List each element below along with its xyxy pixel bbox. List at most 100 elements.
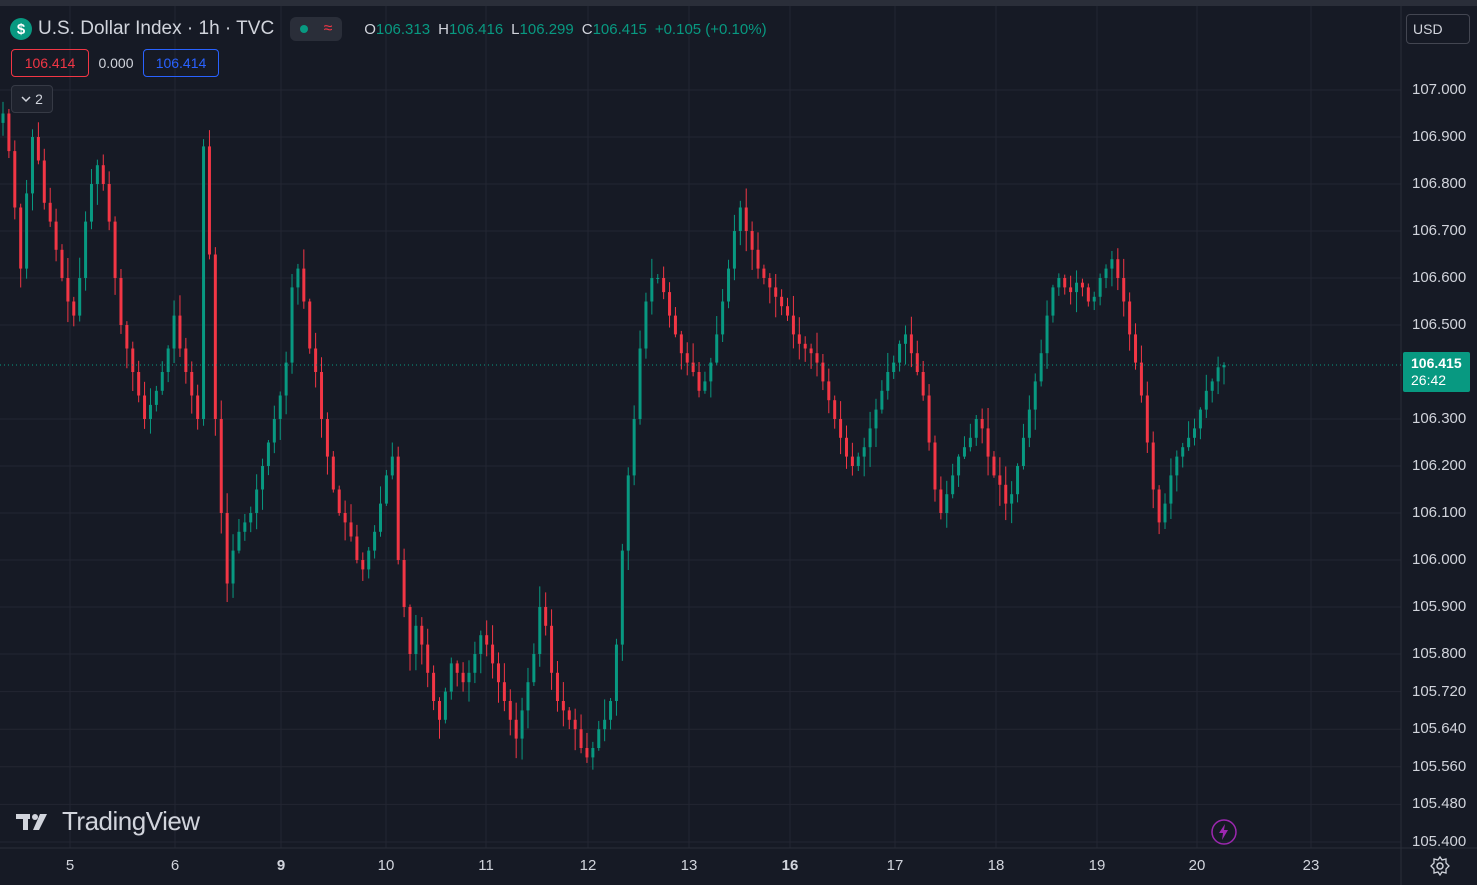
candle-body — [1039, 353, 1043, 382]
market-status-pill[interactable]: ≈ — [290, 17, 343, 41]
candle-body — [119, 278, 123, 325]
candle-body — [880, 390, 884, 410]
candle-body — [774, 287, 778, 297]
candle-body — [461, 672, 465, 683]
candle-body — [343, 513, 347, 523]
candle-body — [815, 353, 819, 363]
candle-body — [797, 334, 801, 344]
time-tick-6: 6 — [170, 857, 180, 874]
lightning-icon[interactable] — [1210, 818, 1238, 846]
candle-body — [1033, 381, 1037, 410]
price-tick-16: 105.480 — [1412, 795, 1467, 813]
candle-body — [892, 362, 896, 372]
dollar-icon: $ — [10, 18, 32, 40]
candle-body — [526, 682, 530, 711]
candle-body — [939, 489, 943, 513]
candle-body — [850, 456, 854, 466]
candle-body — [402, 560, 406, 607]
candle-body — [921, 372, 925, 396]
symbol-title[interactable]: U.S. Dollar Index · 1h · TVC — [38, 18, 275, 39]
indicators-count: 2 — [35, 91, 43, 107]
candle-body — [738, 207, 742, 231]
gear-icon[interactable] — [1429, 855, 1451, 877]
candle-body — [514, 719, 518, 739]
candle-body — [95, 165, 99, 184]
candle-body — [437, 701, 441, 720]
candle-body — [255, 489, 259, 513]
candle-body — [36, 137, 40, 161]
candle-body — [791, 315, 795, 335]
candle-body — [172, 315, 176, 349]
time-tick-5: 5 — [65, 857, 75, 874]
indicators-toggle-button[interactable]: 2 — [11, 85, 53, 113]
low-value: 106.299 — [519, 20, 574, 38]
candle-body — [644, 301, 648, 349]
candle-body — [449, 663, 453, 692]
candle-body — [125, 325, 129, 349]
price-tick-0: 107.000 — [1412, 81, 1467, 98]
candle-body — [715, 334, 719, 363]
candle-body — [532, 654, 536, 683]
candle-body — [585, 748, 589, 758]
candle-body — [154, 390, 158, 405]
candle-body — [467, 672, 471, 683]
candle-body — [337, 489, 341, 513]
candle-body — [573, 719, 577, 730]
buy-button[interactable]: 106.414 — [143, 49, 219, 77]
price-tick-3: 106.700 — [1412, 222, 1467, 239]
candle-body — [945, 494, 949, 513]
candle-body — [320, 372, 324, 419]
candle-body — [597, 729, 601, 748]
candle-body — [1139, 362, 1143, 396]
candle-body — [479, 635, 483, 654]
candle-body — [1198, 409, 1202, 429]
candle-body — [361, 560, 365, 570]
candle-body — [178, 315, 182, 349]
candle-body — [721, 301, 725, 335]
time-tick-16: 16 — [781, 857, 799, 874]
time-tick-18: 18 — [987, 857, 1005, 874]
currency-selector[interactable]: USD — [1406, 14, 1470, 44]
candle-body — [331, 456, 335, 490]
candle-body — [426, 644, 430, 673]
candle-body — [30, 137, 34, 194]
candle-body — [1021, 437, 1025, 466]
candle-body — [78, 278, 82, 316]
candle-body — [1045, 315, 1049, 354]
candle-body — [414, 625, 418, 654]
candle-body — [25, 193, 29, 269]
candle-body — [974, 419, 978, 438]
quote-row: 106.414 0.000 106.414 — [11, 49, 219, 77]
candle-body — [803, 343, 807, 349]
candle-body — [786, 306, 790, 316]
candle-body — [302, 268, 306, 302]
price-tick-12: 105.800 — [1412, 645, 1467, 662]
candle-body — [520, 710, 524, 739]
open-value: 106.313 — [375, 20, 431, 38]
candle-body — [662, 278, 666, 293]
candle-body — [874, 409, 878, 429]
last-price-badge: 106.415 26:42 — [1403, 352, 1470, 392]
candle-body — [609, 701, 613, 720]
candle-body — [1204, 390, 1208, 410]
candle-body — [550, 625, 554, 673]
candle-body — [42, 160, 46, 203]
candle-body — [750, 231, 754, 250]
candle-body — [72, 301, 76, 316]
candle-body — [384, 475, 388, 504]
chart-grid — [0, 6, 1401, 848]
candle-body — [396, 456, 400, 560]
candle-body — [762, 268, 766, 278]
high-value: 106.416 — [448, 20, 504, 38]
tradingview-watermark[interactable]: TradingView — [16, 806, 200, 837]
time-tick-20: 20 — [1188, 857, 1206, 874]
candle-body — [579, 729, 583, 748]
candle-body — [196, 395, 200, 419]
sell-button[interactable]: 106.414 — [11, 49, 89, 77]
candle-body — [137, 372, 141, 396]
candle-body — [314, 348, 318, 372]
candle-body — [951, 475, 955, 495]
last-price-value: 106.415 — [1411, 355, 1462, 371]
candle-body — [886, 372, 890, 391]
